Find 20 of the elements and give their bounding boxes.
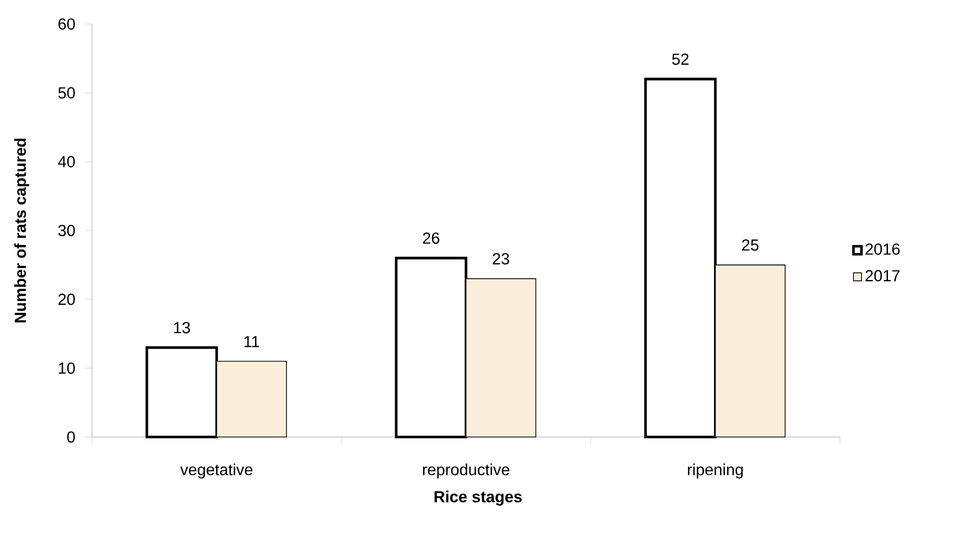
y-axis-title: Number of rats captured (14, 138, 30, 322)
data-label: 13 (174, 322, 190, 334)
legend-label: 2017 (866, 270, 900, 282)
legend-label: 2016 (866, 243, 900, 255)
x-axis-title: Rice stages (434, 490, 522, 506)
y-tick-label: 50 (58, 87, 75, 98)
y-tick-label: 60 (58, 18, 75, 30)
y-tick-label: 10 (58, 362, 75, 374)
data-label: 52 (672, 54, 689, 65)
data-label: 11 (244, 336, 260, 348)
y-tick-label: 0 (67, 431, 75, 443)
data-label: 23 (492, 253, 510, 264)
x-tick-label: reproductive (423, 464, 510, 478)
data-label: 25 (742, 239, 758, 251)
y-tick-label: 20 (58, 294, 75, 305)
data-label: 26 (423, 232, 440, 244)
x-tick-label: ripening (688, 464, 743, 478)
x-tick-label: vegetative (180, 464, 252, 478)
y-tick-label: 30 (58, 224, 75, 236)
y-tick-label: 40 (58, 156, 75, 168)
